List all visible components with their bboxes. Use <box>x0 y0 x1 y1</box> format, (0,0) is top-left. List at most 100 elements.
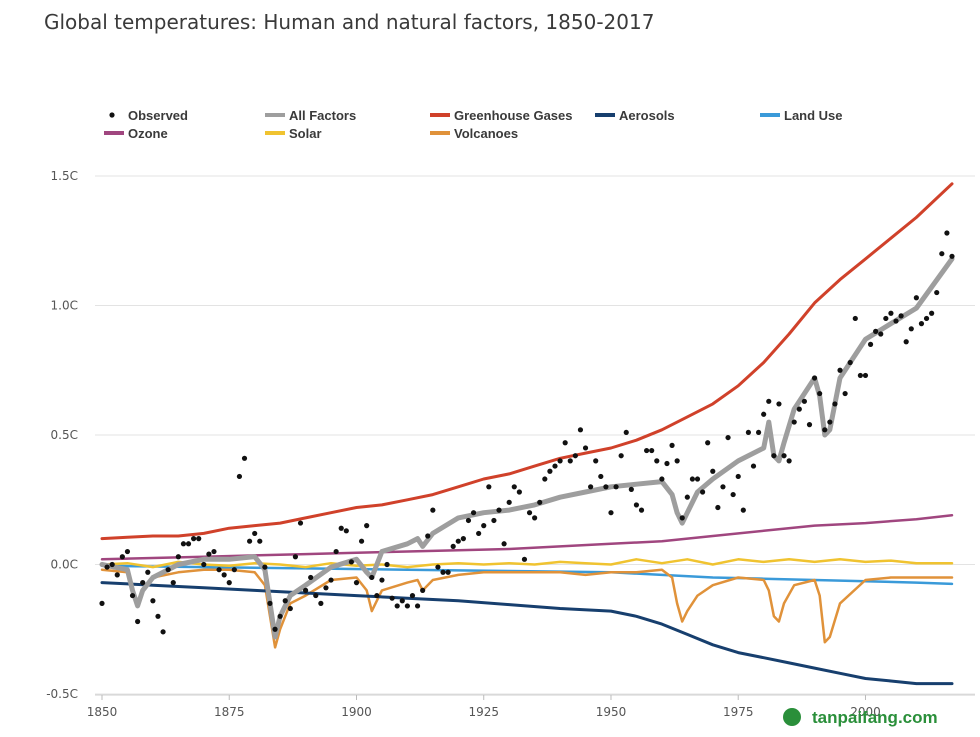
observed-point <box>318 600 324 606</box>
observed-point <box>440 569 446 575</box>
observed-point <box>414 603 421 609</box>
grid-lines <box>95 175 975 695</box>
observed-point <box>842 390 848 397</box>
observed-point <box>720 484 726 490</box>
observed-point <box>476 530 482 537</box>
watermark: tanpaifang.com <box>783 708 938 727</box>
observed-point <box>353 580 360 586</box>
observed-point <box>124 548 131 555</box>
y-tick-label: -0.5C <box>46 687 78 701</box>
observed-point <box>470 510 477 516</box>
observed-point <box>633 502 640 508</box>
legend-label-solar: Solar <box>289 126 322 141</box>
legend-label-greenhouse-gases: Greenhouse Gases <box>454 108 573 123</box>
observed-point <box>277 613 283 619</box>
legend-label-ozone: Ozone <box>128 126 168 141</box>
observed-point <box>929 310 935 316</box>
series-line-ozone <box>100 514 954 561</box>
observed-point <box>710 468 716 474</box>
observed-point <box>725 434 731 441</box>
observed-point <box>817 390 823 397</box>
observed-point <box>211 548 217 555</box>
observed-point <box>404 603 410 609</box>
observed-point <box>873 328 879 334</box>
observed-point <box>399 598 405 604</box>
observed-point <box>659 476 665 482</box>
observed-point <box>649 447 655 454</box>
observed-point <box>201 561 207 568</box>
observed-point <box>236 473 243 480</box>
x-tick-label: 1875 <box>214 705 245 719</box>
observed-point <box>552 463 558 469</box>
observed-point <box>338 525 344 531</box>
observed-point <box>567 458 573 464</box>
chart-title: Global temperatures: Human and natural f… <box>44 10 655 34</box>
x-tick-label: 1850 <box>87 705 118 719</box>
observed-point <box>145 569 151 575</box>
observed-point <box>114 572 120 578</box>
observed-point <box>180 541 187 547</box>
y-tick-label: 1.0C <box>51 299 78 313</box>
observed-point <box>913 295 919 301</box>
observed-point <box>934 289 940 296</box>
observed-point <box>644 447 650 454</box>
observed-point <box>206 551 212 557</box>
observed-point <box>939 251 945 257</box>
watermark-text: tanpaifang.com <box>812 708 938 727</box>
observed-point <box>384 561 390 568</box>
observed-point <box>562 440 568 446</box>
observed-point <box>160 629 166 635</box>
legend-label-aerosols: Aerosols <box>619 108 675 123</box>
observed-point <box>302 587 309 594</box>
observed-point <box>328 577 334 583</box>
observed-point <box>791 419 797 425</box>
observed-point <box>878 331 884 337</box>
legend-swatch-observed <box>109 112 115 118</box>
observed-point <box>664 460 670 467</box>
x-tick-label: 1975 <box>723 705 754 719</box>
series-line-solar <box>100 558 954 569</box>
observed-point <box>216 567 222 573</box>
observed-point <box>862 372 869 379</box>
legend-label-all-factors: All Factors <box>289 108 356 123</box>
observed-point <box>389 595 395 601</box>
legend-label-land-use: Land Use <box>784 108 843 123</box>
observed-point <box>796 406 802 412</box>
observed-point <box>557 458 563 464</box>
series-line-volcanoes <box>100 568 954 649</box>
observed-point <box>308 574 314 581</box>
series-lines <box>99 182 955 686</box>
observed-point <box>191 536 197 542</box>
observed-point <box>750 463 757 469</box>
observed-point <box>526 510 533 516</box>
observed-point <box>593 458 599 464</box>
observed-point <box>358 538 365 544</box>
observed-point <box>771 453 777 459</box>
observed-point <box>135 618 141 625</box>
observed-point <box>903 339 909 345</box>
observed-point <box>175 554 181 560</box>
observed-point <box>267 600 273 606</box>
observed-point <box>257 538 263 544</box>
observed-point <box>486 484 492 490</box>
observed-point <box>684 494 690 500</box>
observed-point <box>822 427 828 433</box>
observed-point <box>425 533 431 539</box>
observed-point <box>379 577 385 583</box>
observed-point <box>282 598 288 604</box>
legend: Observed All Factors Greenhouse Gases Aeros… <box>104 108 843 141</box>
observed-point <box>613 484 619 490</box>
observed-point <box>374 592 380 599</box>
watermark-logo-icon <box>783 708 801 726</box>
observed-point <box>501 541 507 547</box>
x-tick-label: 2000 <box>850 705 881 719</box>
observed-point <box>496 507 502 513</box>
observed-point <box>537 499 543 505</box>
y-tick-label: 1.5C <box>51 169 78 183</box>
observed-point <box>465 517 472 524</box>
observed-point <box>786 458 792 464</box>
observed-point <box>740 507 746 513</box>
observed-point <box>669 442 675 448</box>
observed-point <box>949 253 955 259</box>
